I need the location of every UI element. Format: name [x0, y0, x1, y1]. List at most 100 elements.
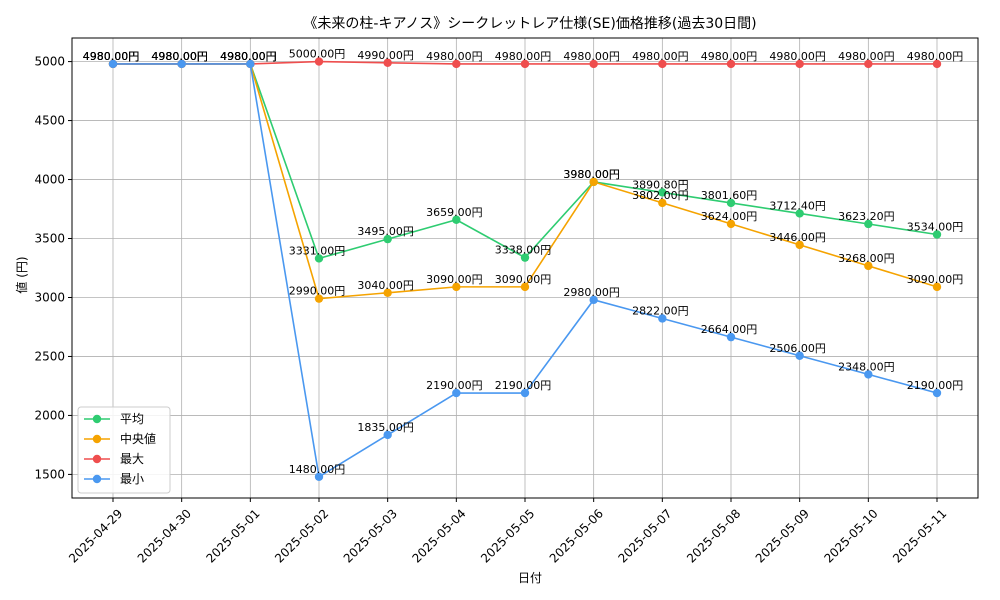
data-label: 4980.00円	[83, 50, 140, 63]
data-point	[795, 240, 804, 250]
data-label: 3090.00円	[907, 273, 964, 286]
data-label: 4980.00円	[83, 50, 140, 63]
data-label: 2348.00円	[838, 360, 895, 373]
data-point	[795, 351, 804, 360]
x-tick-label: 2025-04-29	[66, 506, 125, 565]
data-label: 4980.00円	[151, 50, 208, 63]
data-label: 2980.00円	[563, 286, 620, 299]
x-tick-label: 2025-05-03	[341, 506, 400, 565]
data-point	[658, 188, 667, 197]
data-label: 4980.00円	[83, 50, 140, 63]
data-label: 4990.00円	[357, 49, 414, 62]
legend-entry: 最大	[120, 452, 144, 466]
data-point	[520, 59, 530, 69]
data-label: 4980.00円	[426, 50, 483, 63]
data-point	[726, 198, 736, 208]
data-point	[520, 388, 530, 398]
data-label: 4980.00円	[769, 50, 826, 63]
data-point	[520, 253, 530, 262]
data-label: 4980.00円	[151, 50, 208, 63]
x-tick-label: 2025-05-08	[684, 506, 743, 565]
data-label: 2990.00円	[289, 285, 346, 298]
x-tick-label: 2025-05-06	[547, 506, 606, 565]
x-tick-label: 2025-05-05	[478, 506, 537, 565]
data-label: 2822.00円	[632, 304, 689, 317]
x-tick-label: 2025-05-02	[272, 506, 331, 565]
x-axis-title: 日付	[518, 571, 542, 585]
x-tick-label: 2025-04-30	[135, 506, 194, 565]
data-label: 5000.00円	[289, 48, 346, 61]
data-label: 4980.00円	[632, 50, 689, 63]
data-label: 3980.00円	[563, 168, 620, 181]
legend-marker	[92, 474, 102, 484]
data-label: 3623.20円	[838, 210, 895, 223]
data-point	[864, 59, 873, 69]
y-tick-label: 1500	[34, 467, 65, 481]
axes: 1500 2000 2500 3000 3500 4000 4500 5000 2025-04-…	[34, 37, 979, 566]
data-label: 2190.00円	[907, 379, 964, 392]
y-tick-label: 3000	[34, 290, 65, 304]
data-point	[589, 177, 598, 187]
data-label: 2190.00円	[495, 379, 552, 392]
data-label: 4980.00円	[151, 50, 208, 63]
data-point	[589, 59, 598, 69]
data-labels: 4980.00円 4980.00円 4980.00円 3331.00円 3495.00円…	[83, 48, 964, 476]
data-point	[932, 230, 942, 239]
legend-entry: 最小	[120, 472, 144, 486]
data-label: 4980.00円	[220, 50, 277, 63]
data-point	[452, 59, 461, 69]
data-label: 4980.00円	[563, 50, 620, 63]
data-label: 3624.00円	[701, 210, 758, 223]
data-label: 3534.00円	[907, 221, 964, 234]
chart-title: 《未来の柱-キアノス》シークレットレア仕様(SE)価格推移(過去30日間)	[303, 16, 756, 32]
data-label: 3802.00円	[632, 189, 689, 202]
y-tick-label: 4500	[34, 114, 65, 128]
data-label: 4980.00円	[220, 50, 277, 63]
data-point	[864, 261, 873, 271]
legend-box	[77, 406, 171, 494]
x-tick-label: 2025-05-10	[821, 506, 880, 565]
data-point	[314, 294, 324, 303]
data-point	[864, 370, 873, 379]
x-tick-label: 2025-05-01	[203, 506, 262, 565]
data-label: 3090.00円	[426, 273, 483, 286]
data-label: 3495.00円	[357, 225, 414, 238]
data-point	[452, 282, 461, 292]
data-point	[658, 198, 667, 208]
data-point	[726, 59, 736, 69]
data-point	[383, 58, 392, 67]
data-label: 3331.00円	[289, 244, 346, 257]
legend-entry: 中央値	[120, 431, 156, 446]
legend-marker	[92, 434, 102, 444]
data-point	[314, 254, 324, 263]
y-tick-label: 2000	[34, 408, 65, 422]
data-point	[314, 472, 324, 481]
data-label: 2664.00円	[701, 323, 758, 336]
data-label: 3040.00円	[357, 279, 414, 292]
data-label: 4980.00円	[220, 50, 277, 63]
data-label: 3980.00円	[563, 168, 620, 181]
data-point	[658, 314, 667, 323]
data-label: 3090.00円	[495, 273, 552, 286]
data-point	[246, 59, 255, 69]
data-label: 4980.00円	[907, 50, 964, 63]
data-label: 4980.00円	[151, 50, 208, 63]
data-point	[795, 209, 804, 218]
data-label: 3801.60円	[701, 189, 758, 202]
data-point	[383, 288, 392, 297]
data-label: 2190.00円	[426, 379, 483, 392]
legend-marker	[92, 414, 102, 424]
data-label: 4980.00円	[83, 50, 140, 63]
data-point	[932, 388, 942, 398]
data-point	[726, 219, 736, 229]
y-tick-label: 3500	[34, 232, 65, 246]
data-point	[726, 332, 736, 342]
y-tick-label: 2500	[34, 349, 65, 363]
data-point	[452, 388, 461, 398]
data-point	[314, 57, 324, 66]
data-label: 1835.00円	[357, 421, 414, 434]
data-point	[864, 219, 873, 229]
data-point	[932, 59, 942, 69]
